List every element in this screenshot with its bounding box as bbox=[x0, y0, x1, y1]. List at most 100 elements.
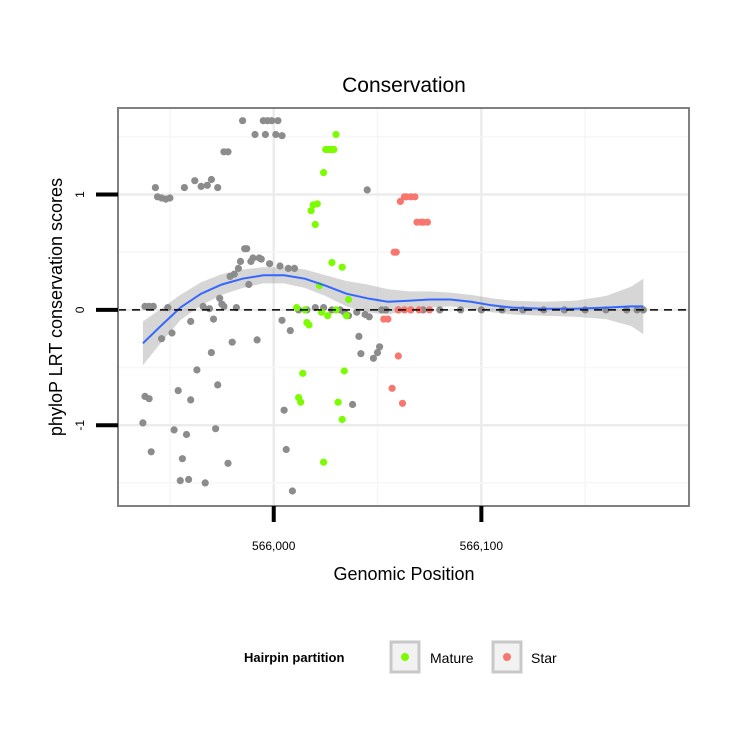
other-point bbox=[220, 302, 228, 310]
other-point bbox=[290, 264, 299, 272]
mature-point bbox=[332, 130, 340, 139]
other-point bbox=[376, 343, 384, 351]
other-point bbox=[357, 350, 365, 358]
mature-point bbox=[340, 367, 348, 375]
other-point bbox=[185, 475, 193, 484]
other-point bbox=[363, 186, 371, 194]
other-point bbox=[224, 148, 232, 156]
other-point bbox=[158, 335, 166, 343]
star-point bbox=[384, 315, 392, 323]
other-point bbox=[203, 181, 211, 189]
other-point bbox=[251, 130, 259, 139]
other-point bbox=[349, 400, 357, 409]
other-point bbox=[239, 117, 247, 125]
other-point bbox=[284, 264, 292, 272]
other-point bbox=[201, 479, 209, 487]
other-point bbox=[212, 425, 220, 433]
other-point bbox=[274, 117, 282, 125]
other-point bbox=[187, 317, 195, 325]
other-point bbox=[243, 245, 251, 253]
other-point bbox=[149, 302, 157, 310]
y-axis: -1 0 1 bbox=[73, 191, 118, 431]
other-point bbox=[209, 315, 218, 323]
star-point bbox=[388, 384, 396, 392]
mature-point bbox=[305, 321, 313, 329]
other-point bbox=[199, 302, 207, 310]
other-point bbox=[261, 130, 269, 139]
x-tick-label: 566,100 bbox=[460, 539, 504, 553]
mature-point bbox=[297, 398, 305, 406]
other-point bbox=[355, 332, 363, 340]
star-point bbox=[396, 197, 404, 205]
other-point bbox=[145, 395, 153, 403]
legend-title: Hairpin partition bbox=[244, 650, 344, 665]
mature-point bbox=[344, 295, 353, 304]
mature-point bbox=[342, 312, 350, 320]
x-tick-label: 566,000 bbox=[252, 539, 296, 553]
mature-point bbox=[338, 263, 346, 271]
legend-dot-mature bbox=[401, 653, 409, 661]
other-point bbox=[174, 387, 182, 395]
other-point bbox=[197, 182, 205, 190]
scatter-points bbox=[139, 117, 647, 495]
other-point bbox=[369, 354, 377, 362]
other-point bbox=[182, 430, 191, 439]
other-point bbox=[207, 349, 215, 357]
other-point bbox=[180, 184, 188, 192]
other-point bbox=[214, 381, 222, 389]
mature-point bbox=[307, 207, 315, 215]
mature-point bbox=[299, 369, 307, 377]
other-point bbox=[166, 194, 174, 202]
other-point bbox=[257, 255, 265, 263]
other-point bbox=[365, 313, 373, 321]
other-point bbox=[193, 366, 201, 374]
legend-label-mature: Mature bbox=[430, 650, 474, 666]
other-point bbox=[224, 459, 232, 467]
x-axis: 566,000 566,100 bbox=[252, 506, 503, 553]
other-point bbox=[245, 280, 253, 289]
other-point bbox=[207, 175, 215, 184]
panel-border bbox=[117, 107, 690, 507]
mature-point bbox=[334, 398, 342, 406]
mature-point bbox=[328, 259, 336, 267]
mature-point bbox=[320, 169, 328, 177]
other-point bbox=[266, 260, 274, 268]
x-axis-title: Genomic Position bbox=[333, 564, 474, 584]
other-point bbox=[234, 264, 242, 272]
other-point bbox=[282, 445, 290, 454]
star-point bbox=[407, 306, 415, 314]
other-point bbox=[178, 455, 186, 463]
other-point bbox=[176, 477, 184, 485]
other-point bbox=[147, 448, 155, 456]
star-point bbox=[392, 248, 400, 256]
legend-dot-star bbox=[503, 653, 511, 661]
mature-point bbox=[311, 220, 319, 229]
y-tick-label: 1 bbox=[73, 191, 87, 198]
other-point bbox=[280, 406, 288, 414]
mature-point bbox=[338, 415, 346, 424]
legend-label-star: Star bbox=[531, 650, 557, 666]
other-point bbox=[205, 305, 213, 313]
other-point bbox=[268, 117, 276, 125]
other-point bbox=[187, 396, 195, 404]
mature-point bbox=[320, 458, 328, 466]
other-point bbox=[170, 426, 178, 434]
loess-curve bbox=[142, 274, 644, 345]
other-point bbox=[253, 336, 261, 344]
smooth-line bbox=[142, 274, 644, 345]
other-point bbox=[249, 254, 257, 262]
mature-point bbox=[330, 145, 338, 154]
other-point bbox=[151, 184, 159, 192]
other-point bbox=[214, 184, 222, 192]
y-tick-label: 0 bbox=[73, 306, 87, 313]
star-point bbox=[423, 218, 431, 226]
other-point bbox=[436, 306, 444, 314]
other-point bbox=[286, 327, 294, 335]
star-point bbox=[394, 352, 402, 360]
y-axis-title: phyloP LRT conservation scores bbox=[46, 178, 66, 436]
other-point bbox=[278, 132, 286, 140]
other-point bbox=[168, 329, 176, 337]
other-point bbox=[278, 316, 286, 324]
panel-border-rect bbox=[117, 107, 690, 507]
